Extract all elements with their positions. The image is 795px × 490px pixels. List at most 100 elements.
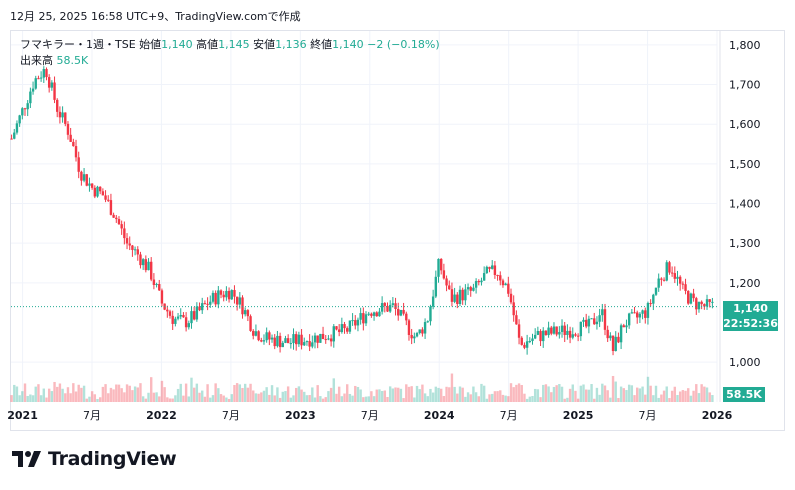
candle-body [56, 99, 59, 112]
candle-body [439, 258, 443, 271]
candle-body [687, 290, 690, 304]
volume-bar [190, 377, 193, 402]
tradingview-logo[interactable]: TradingView [12, 448, 177, 470]
candle-body [375, 312, 378, 317]
volume-bar [491, 393, 494, 402]
volume-bar [109, 387, 113, 402]
volume-bar [125, 384, 129, 402]
candle-body [380, 303, 384, 312]
candle-body [39, 77, 43, 79]
volume-bar [47, 388, 51, 402]
candle-body [630, 312, 634, 314]
candle-body [332, 326, 335, 342]
candle-body [227, 290, 231, 300]
candle-body [265, 332, 268, 341]
candle-body [689, 293, 693, 304]
candle-body [214, 292, 217, 305]
candle-body [273, 337, 276, 347]
ohlc-legend: フマキラー・1週・TSE 始値1,140 高値1,145 安値1,136 終値1… [20, 36, 440, 52]
symbol-label[interactable]: フマキラー・1週・TSE [20, 38, 136, 51]
candle-body [351, 320, 354, 322]
candle-body [72, 141, 75, 147]
candle-body [418, 329, 421, 334]
volume-bar [90, 391, 94, 402]
volume-bar [104, 384, 107, 402]
volume-bar [402, 398, 405, 402]
candle-body [300, 334, 303, 346]
candle-body [107, 199, 110, 201]
candle-body [587, 318, 591, 327]
volume-label[interactable]: 出来高 [20, 54, 53, 67]
volume-bar [407, 386, 411, 402]
close-value: 1,140 [332, 38, 364, 51]
volume-bar [692, 390, 695, 402]
candle-body [184, 317, 188, 328]
candle-body [166, 309, 169, 312]
volume-bar [695, 384, 698, 402]
volume-bar [367, 396, 370, 402]
volume-bar [187, 396, 190, 402]
candle-body [601, 309, 604, 316]
candle-body [160, 290, 164, 304]
volume-bar [182, 395, 185, 402]
volume-bar [426, 396, 429, 402]
candle-body [158, 284, 161, 291]
candle-body [692, 293, 695, 299]
volume-bar [305, 395, 309, 402]
low-label: 安値 [253, 38, 276, 51]
candle-body [434, 276, 438, 297]
candle-body [619, 325, 623, 343]
candle-body [295, 334, 298, 345]
volume-bar [136, 387, 139, 402]
volume-tag: 58.5K [723, 387, 765, 402]
y-tick-label: 1,800 [729, 39, 761, 52]
volume-bar [260, 392, 263, 402]
candle-body [646, 303, 650, 318]
volume-bar [332, 378, 335, 402]
volume-bar [246, 387, 250, 402]
volume-bar [88, 396, 91, 402]
candle-body [528, 341, 532, 343]
volume-bar [85, 398, 88, 402]
candle-body [657, 278, 660, 288]
volume-bar [21, 391, 24, 402]
candle-body [10, 138, 13, 140]
candle-body [617, 336, 620, 343]
volume-bar [533, 388, 537, 402]
volume-bar [622, 388, 625, 402]
y-tick-label: 1,300 [729, 237, 761, 250]
candle-body [74, 146, 78, 158]
volume-bar [606, 390, 609, 402]
volume-bar [179, 383, 182, 402]
y-tick-label: 1,500 [729, 158, 761, 171]
candle-body [533, 334, 537, 339]
volume-bar [499, 390, 502, 402]
volume-bar [82, 385, 86, 402]
volume-bar [273, 395, 276, 402]
candle-body [644, 310, 647, 318]
volume-bar [523, 393, 526, 402]
candle-body [399, 309, 403, 316]
volume-bar [171, 398, 174, 402]
candle-body [34, 78, 37, 89]
volume-bar [485, 398, 489, 402]
volume-bar [34, 386, 37, 402]
candle-body [426, 321, 429, 323]
volume-bar [391, 388, 395, 402]
volume-bar [431, 392, 435, 402]
candle-body [525, 341, 529, 348]
volume-bar [123, 392, 126, 402]
volume-bar [539, 397, 542, 402]
candle-body [547, 327, 550, 336]
candle-body [222, 294, 225, 298]
high-label: 高値 [196, 38, 219, 51]
volume-bar [13, 384, 16, 402]
volume-bar [147, 392, 150, 402]
candle-body [595, 321, 599, 325]
volume-bar [609, 397, 612, 402]
volume-bar [646, 376, 650, 402]
candle-body [480, 280, 483, 283]
tradingview-logo-icon [12, 451, 41, 467]
candle-body [421, 329, 424, 334]
